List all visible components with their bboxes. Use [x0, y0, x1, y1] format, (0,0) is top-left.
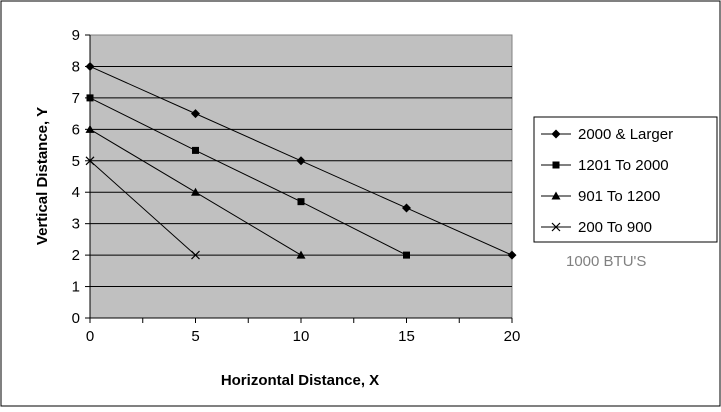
y-tick-label-4: 4	[72, 184, 80, 201]
legend-label-3: 200 To 900	[578, 219, 652, 236]
y-tick-label-1: 1	[72, 279, 80, 296]
series-1-point-1	[192, 146, 199, 154]
legend-marker-3-stroke-b	[551, 222, 561, 232]
y-tick-label-7: 7	[72, 90, 80, 107]
y-axis-label: Vertical Distance, Y	[34, 107, 51, 245]
series-1-point-0	[86, 94, 94, 102]
x-axis-label: Horizontal Distance, X	[221, 372, 379, 389]
x-tick-labels: 0 5 10 15 20	[86, 328, 521, 345]
y-tick-label-2: 2	[72, 247, 80, 264]
y-tick-label-0: 0	[72, 310, 80, 327]
x-tick-label-0: 0	[86, 328, 94, 345]
series-0-point-1	[191, 109, 200, 119]
series-1-point-3	[403, 251, 410, 259]
series-line-3	[89, 160, 196, 256]
series-2-point-1	[191, 187, 200, 196]
y-tick-label-9: 9	[72, 27, 80, 44]
legend-label-2: 901 To 1200	[578, 188, 660, 205]
x-tick-label-10: 10	[293, 328, 310, 345]
series-2-point-2	[296, 250, 306, 259]
legend: 2000 & Larger 1201 To 2000 901 To 1200 200 …	[533, 116, 718, 243]
y-tick-label-8: 8	[72, 58, 80, 75]
series-line-1	[89, 97, 407, 256]
series-markers	[85, 61, 517, 260]
legend-label-0: 2000 & Larger	[578, 126, 673, 143]
legend-marker-3	[551, 222, 561, 232]
series-3-point-1	[191, 250, 200, 260]
legend-box	[533, 116, 718, 243]
x-tick-label-20: 20	[504, 328, 521, 345]
y-tick-label-6: 6	[72, 121, 80, 138]
legend-marker-2	[551, 191, 561, 200]
series-0-point-2	[296, 156, 306, 166]
series-1-point-2	[297, 198, 305, 206]
series-0-point-3	[402, 203, 411, 213]
legend-marker-1	[552, 161, 560, 169]
series-3-point-1-stroke-b	[191, 250, 200, 260]
y-tick-label-3: 3	[72, 216, 80, 233]
series-0-point-4	[507, 250, 517, 260]
y-tick-labels: 0 1 2 3 4 5 6 7 8 9	[72, 27, 80, 327]
series-3-point-0-stroke-b	[85, 156, 95, 166]
legend-label-1: 1201 To 2000	[578, 157, 669, 174]
annotation-units: 1000 BTU'S	[566, 253, 646, 270]
x-tick-label-15: 15	[398, 328, 415, 345]
legend-marker-0	[551, 129, 561, 139]
series-0-point-0	[85, 61, 95, 71]
series-3-point-0	[85, 156, 95, 166]
y-tick-label-5: 5	[72, 153, 80, 170]
legend-entries: 2000 & Larger 1201 To 2000 901 To 1200 200 …	[541, 126, 673, 236]
series-2-point-0	[85, 124, 95, 133]
plot-area	[89, 34, 513, 319]
x-tick-label-5: 5	[191, 328, 199, 345]
